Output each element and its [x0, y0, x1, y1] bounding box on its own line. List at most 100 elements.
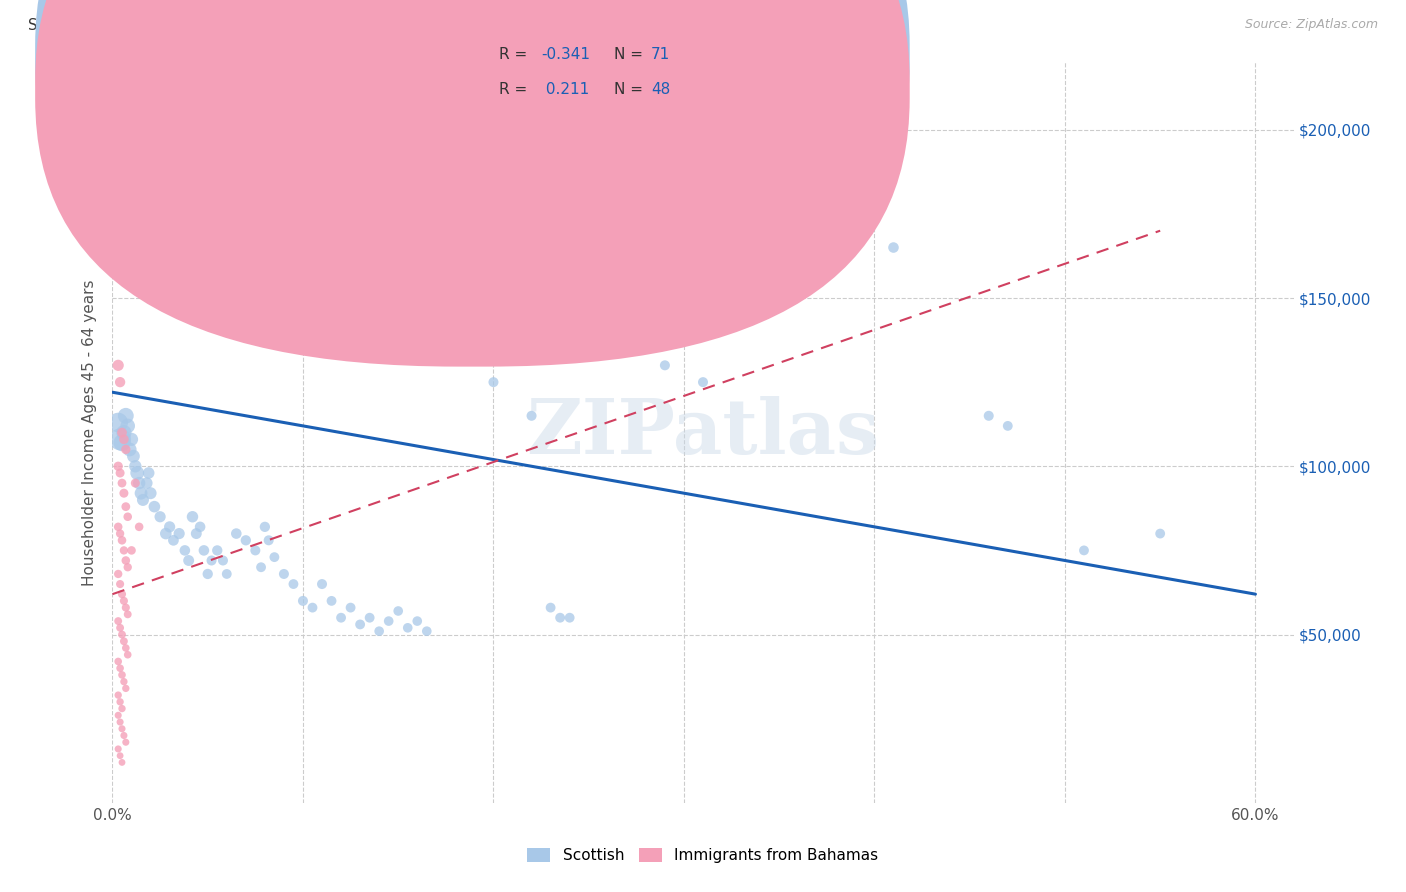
Point — [117, 648, 139, 662]
Text: R =: R = — [499, 82, 533, 96]
Point — [162, 533, 184, 548]
Point — [114, 553, 136, 567]
Point — [396, 621, 419, 635]
Point — [977, 409, 1000, 423]
Point — [301, 600, 323, 615]
Point — [108, 375, 131, 389]
Point — [107, 614, 129, 628]
Point — [107, 459, 129, 474]
Point — [112, 729, 135, 743]
Point — [108, 466, 131, 480]
Point — [245, 543, 267, 558]
Point — [173, 543, 195, 558]
Text: 0.211: 0.211 — [541, 82, 589, 96]
Point — [359, 610, 381, 624]
Point — [112, 594, 135, 608]
Point — [114, 442, 136, 457]
Point — [111, 476, 134, 491]
Point — [321, 594, 343, 608]
Point — [257, 533, 280, 548]
Text: 48: 48 — [651, 82, 671, 96]
Point — [132, 492, 155, 507]
Point — [107, 359, 129, 373]
Point — [114, 735, 136, 749]
Text: ZIPatlas: ZIPatlas — [526, 396, 880, 469]
Point — [111, 668, 134, 682]
Point — [128, 476, 150, 491]
Point — [186, 526, 208, 541]
Text: N =: N = — [614, 47, 648, 62]
Point — [177, 553, 200, 567]
Point — [108, 661, 131, 675]
Point — [188, 520, 211, 534]
Point — [107, 520, 129, 534]
Point — [406, 614, 429, 628]
Point — [121, 543, 143, 558]
Point — [806, 274, 828, 288]
Point — [882, 240, 904, 255]
Point — [558, 610, 581, 624]
Point — [111, 435, 134, 450]
Point — [128, 520, 150, 534]
Point — [108, 526, 131, 541]
Point — [138, 466, 160, 480]
Point — [159, 520, 181, 534]
Point — [108, 621, 131, 635]
Point — [225, 526, 247, 541]
Point — [112, 674, 135, 689]
Point — [1073, 543, 1095, 558]
Point — [108, 695, 131, 709]
Point — [107, 742, 129, 756]
Point — [112, 425, 135, 440]
Point — [368, 624, 391, 639]
Point — [118, 442, 141, 457]
Text: 71: 71 — [651, 47, 671, 62]
Point — [114, 681, 136, 696]
Point — [311, 577, 333, 591]
Point — [135, 476, 157, 491]
Text: SCOTTISH VS IMMIGRANTS FROM BAHAMAS HOUSEHOLDER INCOME AGES 45 - 64 YEARS CORREL: SCOTTISH VS IMMIGRANTS FROM BAHAMAS HOUS… — [28, 18, 844, 33]
Point — [139, 486, 162, 500]
Point — [127, 466, 149, 480]
Point — [349, 617, 371, 632]
Point — [111, 756, 134, 770]
Point — [108, 748, 131, 763]
Text: -0.341: -0.341 — [541, 47, 591, 62]
Point — [112, 486, 135, 500]
Point — [124, 459, 146, 474]
Point — [111, 533, 134, 548]
Text: Source: ZipAtlas.com: Source: ZipAtlas.com — [1244, 18, 1378, 31]
Point — [112, 543, 135, 558]
Point — [283, 577, 305, 591]
Point — [291, 594, 314, 608]
Point — [215, 566, 238, 581]
Point — [235, 533, 257, 548]
Point — [114, 640, 136, 655]
Point — [114, 500, 136, 514]
Point — [207, 543, 229, 558]
Point — [692, 375, 714, 389]
Point — [108, 433, 131, 447]
Point — [111, 425, 134, 440]
Point — [114, 600, 136, 615]
Point — [111, 587, 134, 601]
Point — [263, 550, 285, 565]
Point — [253, 520, 276, 534]
Point — [107, 416, 129, 430]
Point — [107, 655, 129, 669]
Point — [114, 409, 136, 423]
Point — [108, 714, 131, 729]
Point — [193, 543, 215, 558]
Point — [212, 553, 235, 567]
Point — [520, 409, 543, 423]
Point — [197, 566, 219, 581]
Point — [129, 486, 152, 500]
Point — [112, 634, 135, 648]
Point — [111, 722, 134, 736]
Point — [107, 708, 129, 723]
Point — [416, 624, 439, 639]
Point — [387, 604, 409, 618]
Point — [377, 614, 399, 628]
Point — [121, 433, 143, 447]
Point — [149, 509, 172, 524]
